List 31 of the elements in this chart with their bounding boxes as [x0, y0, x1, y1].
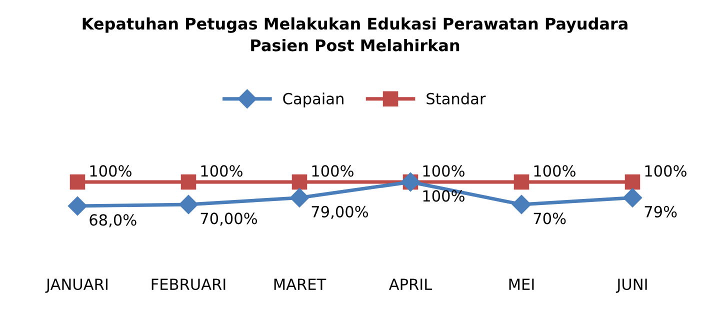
- x-tick-label: JANUARI: [45, 278, 108, 293]
- data-label: 79%: [644, 206, 677, 218]
- x-tick-label: JUNI: [616, 278, 647, 293]
- x-tick-label: MARET: [274, 278, 326, 290]
- data-label: 100%: [90, 165, 132, 177]
- data-label: 100%: [201, 165, 242, 177]
- data-label: 100%: [534, 165, 576, 177]
- data-label: 79,00%: [312, 206, 368, 220]
- data-label: 100%: [423, 190, 464, 202]
- point: [622, 188, 642, 208]
- legend-label: Standar: [426, 92, 486, 104]
- point: [178, 194, 198, 214]
- point: [292, 174, 308, 190]
- x-tick-label: APRIL: [388, 278, 432, 290]
- chart-title: Kepatuhan Petugas Melakukan Edukasi Perawatan Payudara Pasien Post Melahirkan: [82, 17, 628, 52]
- point: [180, 174, 196, 190]
- point: [70, 174, 86, 190]
- x-tick-label: FEBRUARI: [152, 278, 226, 290]
- data-label: 100%: [312, 165, 354, 177]
- point: [514, 174, 530, 190]
- point: [512, 194, 532, 214]
- data-label: 100%: [423, 165, 464, 177]
- data-label: 70%: [534, 212, 566, 224]
- legend-label: Capaian: [283, 92, 344, 108]
- point: [290, 188, 310, 208]
- data-label: 68,0%: [90, 214, 136, 228]
- data-label: 70,00%: [200, 212, 258, 226]
- point: [68, 196, 88, 216]
- data-label: 100%: [645, 165, 686, 177]
- x-tick-label: MEI: [509, 278, 534, 290]
- point: [624, 174, 640, 190]
